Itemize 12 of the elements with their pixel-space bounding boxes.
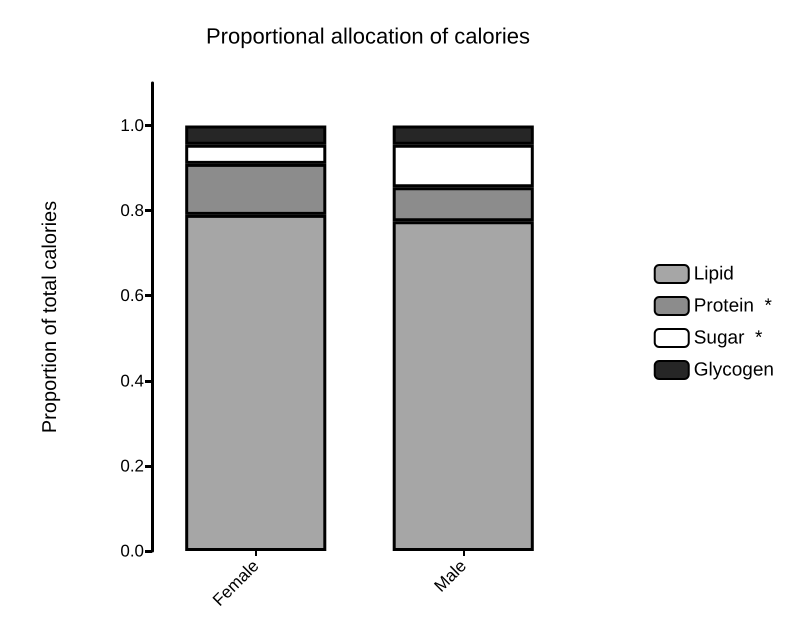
y-tick-label: 0.0 — [120, 542, 144, 560]
y-tick-label: 1.0 — [120, 116, 144, 136]
legend-label: Glycogen — [694, 360, 774, 380]
y-tick-label: 0.6 — [120, 286, 144, 306]
legend-label: Lipid — [694, 264, 734, 284]
legend-label: Sugar * — [694, 328, 763, 348]
y-axis-title: Proportion of total calories — [39, 200, 61, 434]
chart-title: Proportional allocation of calories — [206, 24, 530, 48]
legend-label: Protein * — [694, 296, 772, 316]
y-tick-label: 0.4 — [120, 371, 144, 390]
y-tick-label: 0.8 — [120, 201, 144, 220]
y-tick-label: 0.2 — [120, 456, 144, 476]
